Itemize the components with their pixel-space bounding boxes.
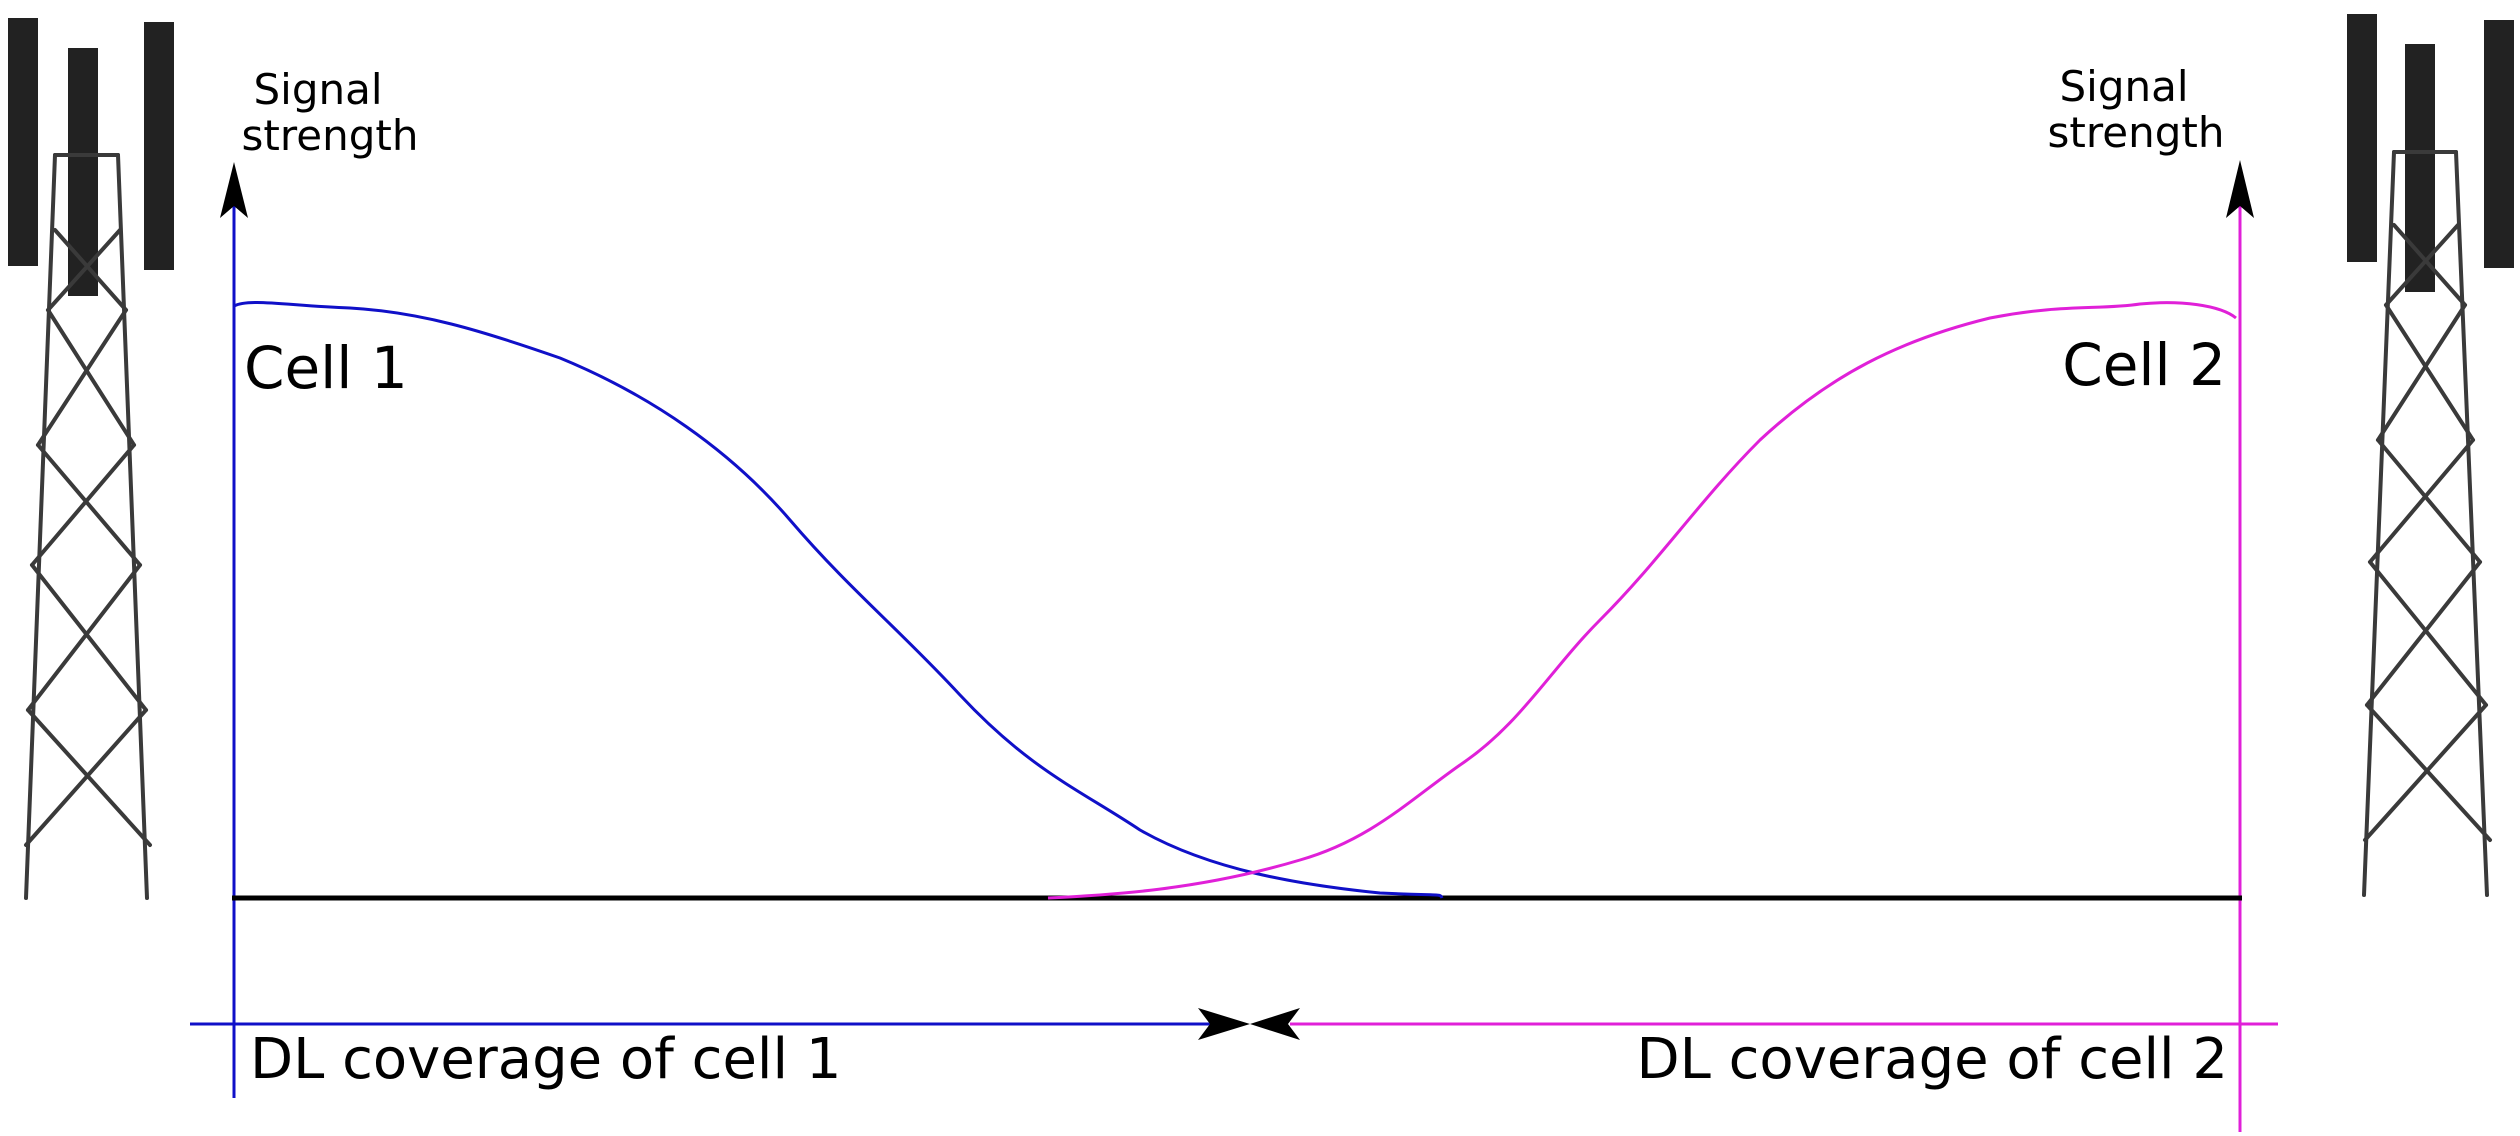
antenna-panel xyxy=(144,22,174,270)
cell2-coverage-arrowhead xyxy=(1250,1008,1300,1040)
antenna-panel xyxy=(8,18,38,266)
antenna-panels xyxy=(2347,14,2514,292)
cell2-coverage-arrow xyxy=(1250,1008,2278,1040)
right-axis-title-line2: strength xyxy=(2048,108,2225,157)
right-cell-tower-icon xyxy=(2347,14,2514,897)
left-cell-tower-icon xyxy=(8,18,174,900)
right-axis-arrowhead xyxy=(2226,160,2254,218)
left-axis-arrowhead xyxy=(220,162,248,218)
cell1-coverage-arrow xyxy=(190,1008,1250,1040)
tower-lattice xyxy=(2362,150,2492,897)
left-axis-title-line1: Signal xyxy=(253,65,382,114)
cell2-signal-curve xyxy=(1047,301,2237,900)
cell1-signal-curve xyxy=(233,301,1444,899)
antenna-panel xyxy=(2484,20,2514,268)
cell1-coverage-label: DL coverage of cell 1 xyxy=(250,1027,841,1092)
antenna-panel xyxy=(2347,14,2377,262)
cell2-coverage-label: DL coverage of cell 2 xyxy=(1637,1027,2228,1092)
left-axis-title-line2: strength xyxy=(242,111,419,160)
antenna-panel xyxy=(68,48,98,296)
antenna-panels xyxy=(8,18,174,296)
right-signal-axis: Signal strength xyxy=(2048,62,2254,1132)
antenna-panel xyxy=(2405,44,2435,292)
cell1-coverage-arrowhead xyxy=(1198,1008,1250,1040)
cell2-label: Cell 2 xyxy=(2062,331,2226,399)
left-signal-axis: Signal strength xyxy=(220,65,418,1098)
right-axis-title-line1: Signal xyxy=(2059,62,2188,111)
cell1-label: Cell 1 xyxy=(244,334,408,402)
tower-lattice xyxy=(24,153,152,900)
